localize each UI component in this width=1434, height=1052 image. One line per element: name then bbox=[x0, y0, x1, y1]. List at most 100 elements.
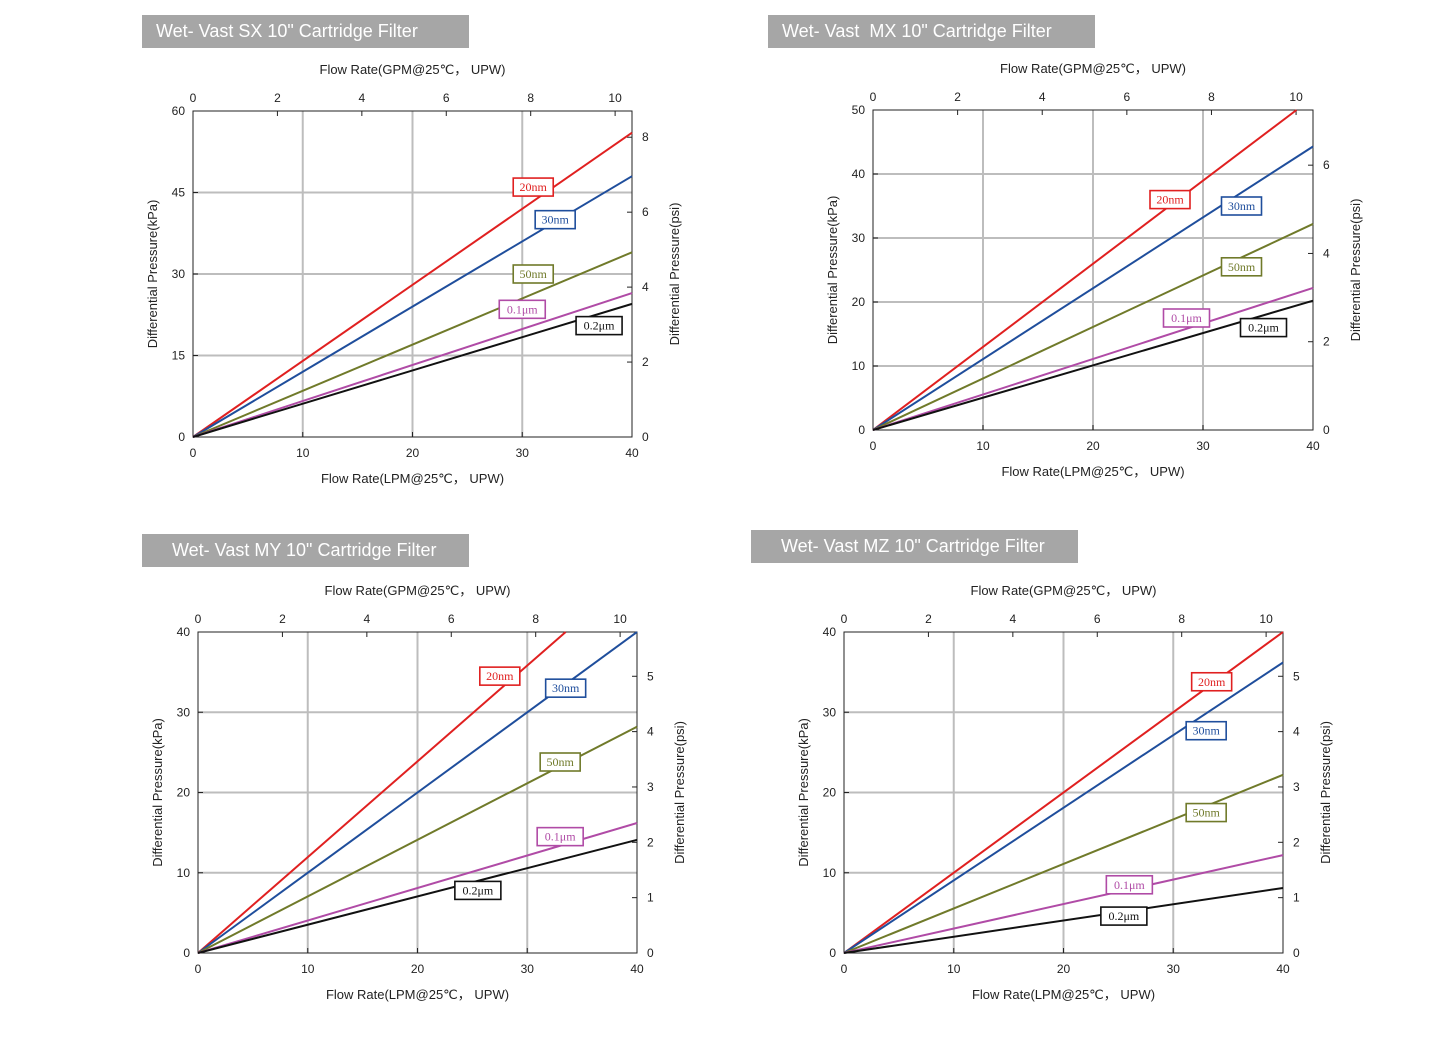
x2-tick-label: 0 bbox=[195, 612, 202, 626]
y2-tick-label: 4 bbox=[1293, 725, 1300, 739]
series-label-box bbox=[539, 752, 581, 772]
x-tick-label: 0 bbox=[195, 962, 202, 976]
y-tick-label: 0 bbox=[183, 946, 190, 960]
y2-tick-label: 5 bbox=[647, 669, 654, 683]
x2-tick-label: 2 bbox=[279, 612, 286, 626]
x2-tick-label: 4 bbox=[359, 91, 366, 105]
series-line bbox=[872, 286, 1314, 431]
y2-tick-label: 3 bbox=[1293, 780, 1300, 794]
series-label-box bbox=[536, 826, 584, 847]
x2-tick-label: 10 bbox=[1289, 90, 1303, 104]
series-label-box bbox=[1149, 189, 1191, 210]
y-tick-label: 15 bbox=[172, 349, 186, 363]
series-label-box bbox=[512, 177, 555, 197]
y-axis-label: Differential Pressure(kPa) bbox=[825, 196, 840, 345]
series-label: 20nm bbox=[1198, 675, 1226, 689]
y2-tick-label: 2 bbox=[1293, 835, 1300, 849]
y2-tick-label: 6 bbox=[1323, 158, 1330, 172]
y2-tick-label: 1 bbox=[647, 891, 654, 905]
x-tick-label: 0 bbox=[841, 962, 848, 976]
x2-axis-label: Flow Rate(GPM@25℃， UPW) bbox=[320, 62, 506, 77]
series-label: 50nm bbox=[1193, 806, 1221, 820]
x2-tick-label: 0 bbox=[870, 90, 877, 104]
series-label-box bbox=[1239, 317, 1288, 338]
y-tick-label: 30 bbox=[823, 705, 837, 719]
y2-tick-label: 0 bbox=[1293, 946, 1300, 960]
y2-axis-label: Differential Pressure(psi) bbox=[1348, 199, 1363, 342]
x2-tick-label: 6 bbox=[1094, 612, 1101, 626]
y-tick-label: 60 bbox=[172, 104, 186, 118]
y-axis-label: Differential Pressure(kPa) bbox=[796, 718, 811, 867]
x-tick-label: 30 bbox=[521, 962, 535, 976]
x2-tick-label: 0 bbox=[841, 612, 848, 626]
series-label: 0.1μm bbox=[507, 302, 538, 316]
y-axis-label: Differential Pressure(kPa) bbox=[145, 200, 160, 349]
y-tick-label: 50 bbox=[852, 103, 866, 117]
series-label-box bbox=[1105, 874, 1154, 895]
x2-tick-label: 8 bbox=[527, 91, 534, 105]
y-tick-label: 20 bbox=[852, 295, 866, 309]
series-label: 20nm bbox=[520, 180, 548, 194]
x2-tick-label: 8 bbox=[1208, 90, 1215, 104]
series-line bbox=[192, 251, 633, 438]
x2-tick-label: 4 bbox=[1039, 90, 1046, 104]
series-label: 0.1μm bbox=[1114, 878, 1145, 892]
series-label-box bbox=[1220, 196, 1263, 216]
x-tick-label: 20 bbox=[1057, 962, 1071, 976]
series-label-box bbox=[512, 264, 555, 284]
y2-tick-label: 6 bbox=[642, 205, 649, 219]
x2-tick-label: 2 bbox=[274, 91, 281, 105]
y-tick-label: 30 bbox=[852, 231, 866, 245]
y-tick-label: 30 bbox=[172, 267, 186, 281]
series-line bbox=[843, 887, 1284, 954]
series-label: 0.2μm bbox=[1248, 321, 1279, 335]
series-line bbox=[872, 109, 1298, 431]
y-tick-label: 10 bbox=[852, 359, 866, 373]
y-tick-label: 20 bbox=[823, 786, 837, 800]
series-label: 0.1μm bbox=[545, 830, 576, 844]
y2-tick-label: 0 bbox=[647, 946, 654, 960]
x2-tick-label: 10 bbox=[1259, 612, 1273, 626]
x2-tick-label: 10 bbox=[608, 91, 622, 105]
series-label-box bbox=[544, 678, 587, 698]
series-label-box bbox=[479, 666, 521, 686]
x-tick-label: 10 bbox=[976, 439, 990, 453]
x2-tick-label: 6 bbox=[443, 91, 450, 105]
chart-title: Wet- Vast SX 10" Cartridge Filter bbox=[142, 15, 469, 48]
y2-tick-label: 4 bbox=[1323, 246, 1330, 260]
series-line bbox=[843, 854, 1284, 954]
y2-tick-label: 1 bbox=[1293, 891, 1300, 905]
y-tick-label: 10 bbox=[823, 866, 837, 880]
series-label-box bbox=[1190, 671, 1233, 692]
series-label: 0.2μm bbox=[1108, 909, 1139, 923]
y2-tick-label: 4 bbox=[647, 725, 654, 739]
x-axis-label: Flow Rate(LPM@25℃， UPW) bbox=[326, 987, 509, 1002]
series-label-box bbox=[575, 315, 623, 336]
y-tick-label: 30 bbox=[177, 705, 191, 719]
y-tick-label: 0 bbox=[178, 430, 185, 444]
x2-axis-label: Flow Rate(GPM@25℃， UPW) bbox=[971, 583, 1157, 598]
series-label: 30nm bbox=[542, 213, 570, 227]
y2-axis-label: Differential Pressure(psi) bbox=[667, 203, 682, 346]
x-tick-label: 30 bbox=[516, 446, 530, 460]
series-label-box bbox=[498, 299, 547, 320]
x-axis-label: Flow Rate(LPM@25℃， UPW) bbox=[321, 471, 504, 486]
y-tick-label: 20 bbox=[177, 786, 191, 800]
y-tick-label: 0 bbox=[858, 423, 865, 437]
x-tick-label: 20 bbox=[1086, 439, 1100, 453]
x-tick-label: 40 bbox=[625, 446, 639, 460]
x2-tick-label: 8 bbox=[1178, 612, 1185, 626]
y-tick-label: 0 bbox=[829, 946, 836, 960]
x-tick-label: 10 bbox=[947, 962, 961, 976]
y2-tick-label: 3 bbox=[647, 780, 654, 794]
series-label: 50nm bbox=[1228, 260, 1256, 274]
series-label: 20nm bbox=[1156, 193, 1184, 207]
x-tick-label: 20 bbox=[406, 446, 420, 460]
x-tick-label: 30 bbox=[1167, 962, 1181, 976]
series-label: 20nm bbox=[486, 669, 514, 683]
x2-tick-label: 0 bbox=[190, 91, 197, 105]
x-tick-label: 0 bbox=[870, 439, 877, 453]
